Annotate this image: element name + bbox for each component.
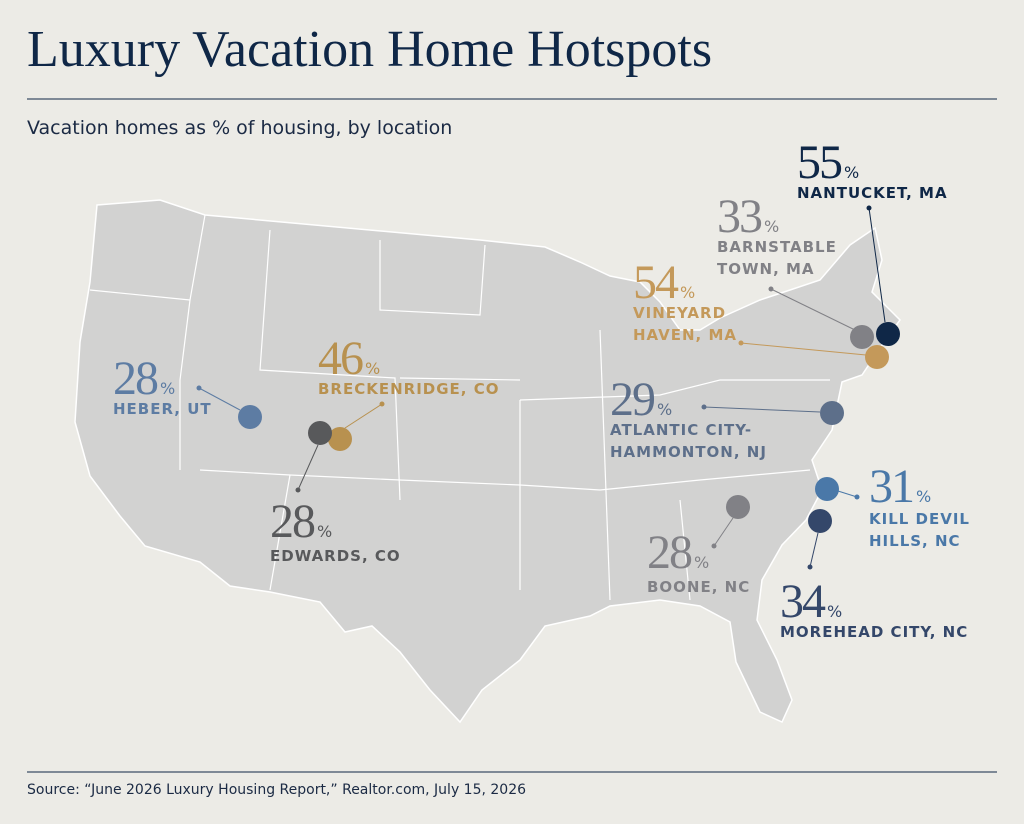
value-unit: % — [160, 379, 175, 398]
value-unit: % — [764, 217, 779, 236]
location-label: KILL DEVIL — [869, 510, 970, 528]
leader-line — [837, 490, 858, 498]
title: Luxury Vacation Home Hotspots — [27, 21, 712, 78]
value-unit: % — [365, 359, 380, 378]
leader-line — [344, 403, 383, 429]
location-label: MOREHEAD CITY, NC — [780, 623, 968, 641]
leader-line — [770, 288, 856, 331]
location-label: BARNSTABLE — [717, 238, 837, 256]
location-label: HAVEN, MA — [633, 326, 737, 344]
value-number: 29 — [610, 373, 655, 426]
location-label: HEBER, UT — [113, 400, 212, 418]
location-value: 28% — [270, 495, 332, 548]
us-map — [74, 199, 901, 724]
leader-line — [703, 406, 821, 413]
leader-dot — [854, 494, 860, 500]
value-unit: % — [694, 553, 709, 572]
location-dot — [726, 495, 750, 519]
location-dot — [850, 325, 874, 349]
location-value: 29% — [610, 373, 672, 426]
leader-dot — [711, 543, 717, 549]
leader-dot — [738, 340, 744, 346]
value-unit: % — [844, 163, 859, 182]
value-number: 28 — [113, 352, 158, 405]
value-unit: % — [680, 283, 695, 302]
location-dot — [238, 405, 262, 429]
location-label: ATLANTIC CITY- — [610, 421, 752, 439]
leader-line — [297, 444, 319, 491]
location-label: HAMMONTON, NJ — [610, 443, 767, 461]
value-number: 28 — [270, 495, 315, 548]
location-value: 31% — [869, 460, 931, 513]
leader-dot — [768, 286, 774, 292]
value-number: 33 — [717, 190, 762, 243]
value-number: 34 — [780, 575, 826, 628]
location-label: NANTUCKET, MA — [797, 184, 948, 202]
location-label: BOONE, NC — [647, 578, 750, 596]
value-unit: % — [916, 487, 931, 506]
location-value: 33% — [717, 190, 779, 243]
value-number: 46 — [318, 332, 363, 385]
location-value: 34% — [780, 575, 842, 628]
leader-dot — [196, 385, 202, 391]
leader-line — [809, 532, 819, 568]
location-dot — [808, 509, 832, 533]
leader-dot — [866, 205, 872, 211]
value-unit: % — [657, 400, 672, 419]
value-number: 54 — [633, 256, 679, 309]
location-value: 54% — [633, 256, 695, 309]
leader-line — [868, 207, 886, 323]
location-dot — [820, 401, 844, 425]
location-dot — [865, 345, 889, 369]
leader-dot — [379, 401, 385, 407]
location-dot — [876, 322, 900, 346]
value-number: 55 — [797, 136, 842, 189]
location-value: 55% — [797, 136, 859, 189]
leader-line — [198, 387, 241, 411]
leader-dot — [807, 564, 813, 570]
value-unit: % — [827, 602, 842, 621]
location-label: EDWARDS, CO — [270, 547, 401, 565]
location-value: 46% — [318, 332, 380, 385]
location-label: VINEYARD — [633, 304, 726, 322]
location-dot — [308, 421, 332, 445]
leader-line — [740, 342, 867, 356]
leader-line — [713, 517, 734, 547]
location-value: 28% — [113, 352, 175, 405]
leader-dot — [701, 404, 707, 410]
value-number: 28 — [647, 526, 692, 579]
location-label: TOWN, MA — [717, 260, 815, 278]
leader-dot — [295, 487, 301, 493]
location-label: BRECKENRIDGE, CO — [318, 380, 499, 398]
subtitle: Vacation homes as % of housing, by locat… — [27, 117, 452, 139]
value-unit: % — [317, 522, 332, 541]
source: Source: “June 2026 Luxury Housing Report… — [27, 782, 526, 798]
location-dot — [328, 427, 352, 451]
value-number: 31 — [869, 460, 913, 513]
location-value: 28% — [647, 526, 709, 579]
location-label: HILLS, NC — [869, 532, 961, 550]
location-dot — [815, 477, 839, 501]
